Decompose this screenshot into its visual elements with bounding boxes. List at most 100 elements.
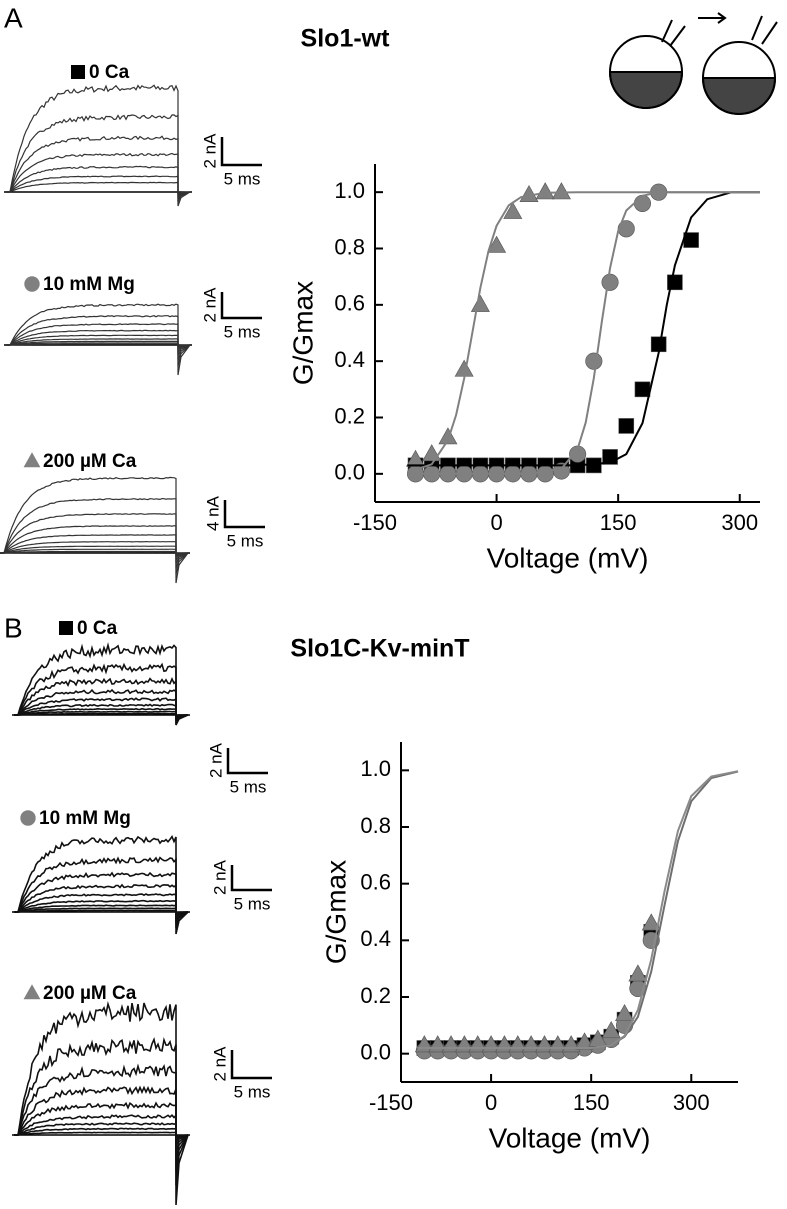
current-trace [14,834,189,935]
trace-label: 0 Ca [77,618,118,639]
fit-line [407,191,760,474]
x-tick-label: 0 [490,510,502,535]
scale-bar-x-label: 5 ms [227,531,264,550]
y-tick-label: 0.6 [334,291,365,316]
scale-bar-y-label: 2 nA [210,1046,229,1082]
y-tick-label: 0.8 [360,813,391,838]
marker-circle [20,810,36,826]
current-trace [14,907,189,915]
marker-circle [585,352,603,370]
x-tick-label: 300 [721,510,758,535]
marker-triangle [535,182,555,200]
marker-triangle [438,427,458,445]
panel-label: B [4,612,23,643]
current-trace [14,697,189,719]
current-trace [14,677,189,723]
current-trace [0,476,189,584]
marker-triangle [470,294,490,312]
marker-triangle [551,182,571,200]
x-tick-label: 300 [673,1090,710,1115]
current-trace [0,497,189,575]
current-trace [14,1001,189,1206]
current-trace [0,551,189,554]
current-trace [14,1101,189,1153]
y-tick-label: 0.2 [334,403,365,428]
current-trace [14,871,189,924]
current-trace [14,710,189,717]
trace-label: 200 µM Ca [43,983,137,1004]
y-tick-label: 0.0 [334,460,365,485]
current-trace [6,315,191,367]
fit-line [407,191,760,467]
x-tick-label: -150 [353,510,397,535]
current-trace [14,1063,189,1172]
scale-bar [230,865,272,892]
current-trace [6,175,191,196]
current-trace [14,883,189,923]
current-traces [12,642,190,726]
current-trace [14,707,189,717]
current-trace [6,135,191,202]
scale-bar [220,292,262,320]
current-trace [0,550,189,555]
current-trace [6,165,191,197]
current-trace [14,662,189,725]
current-trace [14,1085,189,1161]
current-trace [6,323,191,361]
y-axis-label: G/Gmax [320,860,351,964]
marker-square [71,65,85,79]
current-trace [6,334,191,355]
current-trace [6,338,191,351]
panel-title: Slo1C-Kv-minT [290,635,469,663]
x-axis-label: Voltage (mV) [489,1122,651,1153]
current-traces [12,834,190,935]
scale-bar [223,500,265,529]
marker-triangle [503,201,523,219]
scale-bar-x-label: 5 ms [224,322,261,341]
x-axis-label: Voltage (mV) [487,542,649,573]
panel-label: A [4,2,23,33]
y-axis-label: G/Gmax [287,281,318,385]
y-tick-label: 1.0 [360,756,391,781]
scale-bar [226,748,268,775]
y-tick-label: 0.8 [334,234,365,259]
y-tick-label: 0.0 [360,1039,391,1064]
current-trace [14,1113,189,1146]
y-tick-label: 1.0 [334,178,365,203]
current-trace [6,181,191,195]
current-trace [14,1036,189,1186]
current-trace [14,642,189,726]
current-trace [14,899,189,917]
current-traces [12,1001,190,1206]
current-trace [14,893,189,920]
scale-bar-x-label: 5 ms [224,169,261,188]
x-tick-label: 0 [485,1090,497,1115]
fit-line [417,770,739,1049]
marker-triangle [601,1021,621,1039]
marker-triangle [615,1004,635,1022]
fit-line [407,191,760,475]
marker-triangle [23,452,41,468]
scale-bar-x-label: 5 ms [230,777,267,796]
scale-bar-x-label: 5 ms [234,894,271,913]
marker-square [618,418,635,434]
y-tick-label: 0.2 [360,983,391,1008]
marker-triangle [628,964,648,982]
current-traces [4,84,192,207]
trace-label: 10 mM Mg [39,808,131,829]
current-trace [14,712,189,717]
scale-bar-y-label: 2 nA [200,287,219,323]
current-trace [14,703,189,718]
current-trace [6,303,191,376]
marker-triangle [519,184,539,203]
marker-triangle [406,449,426,467]
current-trace [0,540,189,559]
marker-circle [536,465,554,483]
current-trace [14,1122,189,1144]
current-trace [14,688,189,721]
marker-triangle [641,913,661,931]
marker-square [59,621,73,635]
scale-bar-y-label: 2 nA [206,742,225,778]
y-tick-label: 0.6 [360,869,391,894]
